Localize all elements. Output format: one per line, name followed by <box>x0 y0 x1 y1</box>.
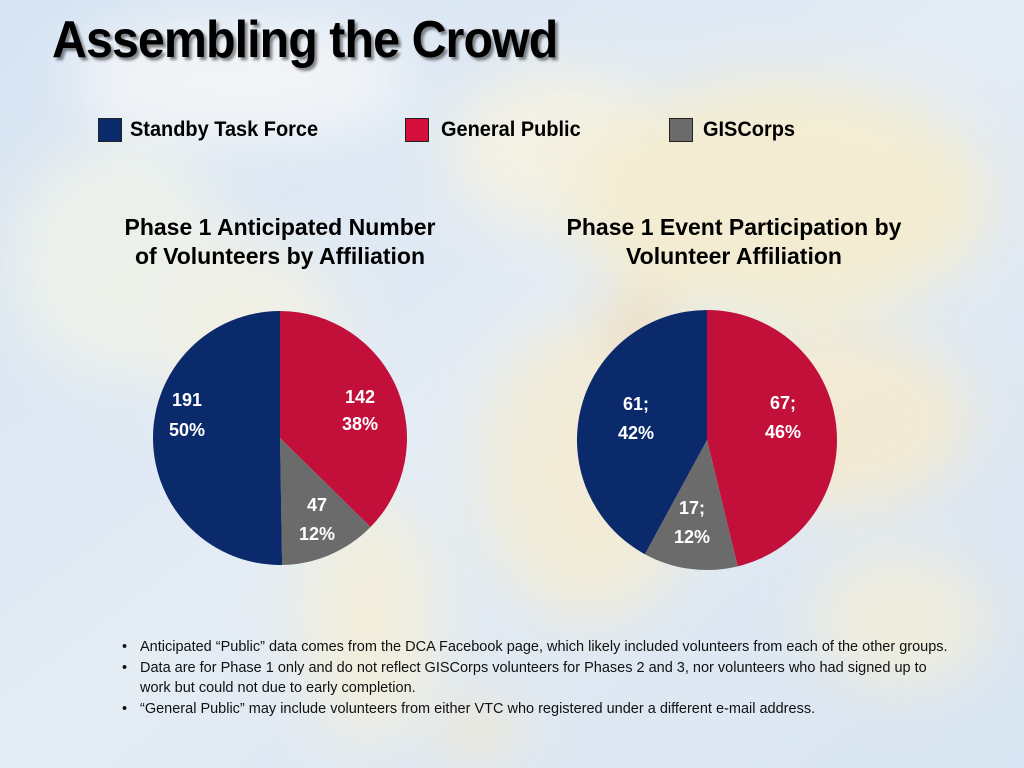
pie-slice-general-public <box>280 311 407 528</box>
pie-chart-participation: 67; 46% 17; 12% 61; 42% <box>577 310 837 570</box>
legend-label-standby: Standby Task Force <box>130 118 319 141</box>
slide-title: Assembling the Crowd <box>52 11 558 69</box>
chart-title-participation-line-2: Volunteer Affiliation <box>626 243 842 269</box>
slice-percent-label-giscorps: 12% <box>299 524 335 544</box>
pie-slice-giscorps <box>280 438 371 565</box>
chart-title-participation-line-1: Phase 1 Event Participation by <box>566 214 902 240</box>
chart-title-participation: Phase 1 Event Participation by Volunteer… <box>546 213 922 271</box>
slice-value-label-general-public: 67; <box>770 393 796 413</box>
legend-swatch-standby <box>98 118 122 142</box>
footnote-item: Anticipated “Public” data comes from the… <box>118 637 958 658</box>
chart-title-anticipated-line-1: Phase 1 Anticipated Number <box>124 214 436 240</box>
footnote-item: Data are for Phase 1 only and do not ref… <box>118 658 958 699</box>
legend-swatch-general-public <box>405 118 429 142</box>
legend-item-standby-task-force: Standby Task Force <box>98 118 328 142</box>
slice-value-label-standby-task-force: 191 <box>172 390 202 410</box>
pie-slice-general-public <box>707 310 837 567</box>
legend-label-giscorps: GISCorps <box>703 118 796 141</box>
slice-percent-label-general-public: 38% <box>342 414 378 434</box>
legend-item-giscorps: GISCorps <box>669 118 800 142</box>
slice-percent-label-giscorps: 12% <box>674 527 710 547</box>
chart-title-anticipated: Phase 1 Anticipated Number of Volunteers… <box>107 213 453 271</box>
legend-item-general-public: General Public <box>405 118 588 142</box>
slice-value-label-giscorps: 17; <box>679 498 705 518</box>
slice-percent-label-standby-task-force: 42% <box>618 423 654 443</box>
slice-value-label-general-public: 142 <box>345 387 375 407</box>
chart-title-anticipated-line-2: of Volunteers by Affiliation <box>134 243 426 269</box>
slice-value-label-standby-task-force: 61; <box>623 394 649 414</box>
slice-percent-label-general-public: 46% <box>765 422 801 442</box>
pie-slice-standby-task-force <box>577 310 707 555</box>
footnotes: Anticipated “Public” data comes from the… <box>118 637 958 719</box>
pie-chart-anticipated: 142 38% 47 12% 191 50% <box>153 311 407 565</box>
footnote-item: “General Public” may include volunteers … <box>118 699 958 720</box>
slice-percent-label-standby-task-force: 50% <box>169 420 205 440</box>
pie-slice-giscorps <box>644 440 738 570</box>
legend-label-general-public: General Public <box>441 118 581 141</box>
legend-swatch-giscorps <box>669 118 693 142</box>
slice-value-label-giscorps: 47 <box>307 495 327 515</box>
pie-slice-standby-task-force <box>153 311 283 565</box>
